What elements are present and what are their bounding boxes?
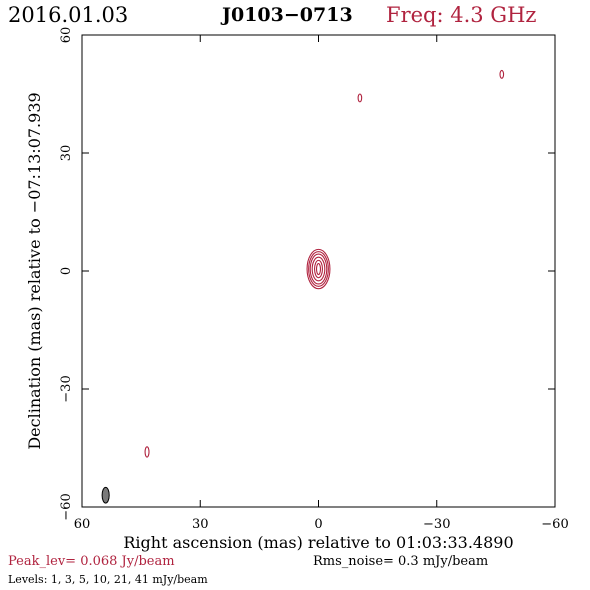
observation-date: 2016.01.03	[8, 3, 129, 27]
y-tick-label: 60	[59, 27, 74, 44]
y-tick-label: 0	[59, 267, 74, 275]
x-tick-label: 30	[192, 517, 209, 532]
x-tick-label: 60	[74, 517, 91, 532]
contour-blob-a-level-1	[357, 93, 363, 103]
x-tick-label: −30	[423, 517, 450, 532]
y-tick-label: −60	[59, 493, 74, 520]
contour-core-level-1	[306, 248, 331, 290]
y-tick-label: 30	[59, 145, 74, 162]
rms-noise: Rms_noise= 0.3 mJy/beam	[313, 554, 489, 569]
contour-core-level-5	[314, 259, 323, 279]
contour-core-level-4	[311, 256, 326, 282]
x-axis-label: Right ascension (mas) relative to 01:03:…	[123, 533, 513, 552]
contour-blob-c-level-1	[144, 446, 150, 458]
contour-core-level-6	[315, 262, 322, 276]
plot-frame	[81, 34, 556, 508]
frequency-label: Freq: 4.3 GHz	[386, 3, 537, 27]
beam-ellipse	[101, 486, 110, 504]
y-axis-label: Declination (mas) relative to −07:13:07.…	[25, 92, 44, 449]
source-name: J0103−0713	[222, 4, 353, 26]
contour-core-level-2	[308, 251, 329, 287]
x-tick-label: 0	[314, 517, 322, 532]
contour-core-level-3	[309, 253, 328, 285]
contour-blob-b-level-1	[499, 69, 505, 79]
peak-level: Peak_lev= 0.068 Jy/beam	[8, 554, 175, 569]
y-tick-label: −30	[59, 375, 74, 402]
contour-levels: Levels: 1, 3, 5, 10, 21, 41 mJy/beam	[8, 573, 208, 586]
x-tick-label: −60	[541, 517, 568, 532]
